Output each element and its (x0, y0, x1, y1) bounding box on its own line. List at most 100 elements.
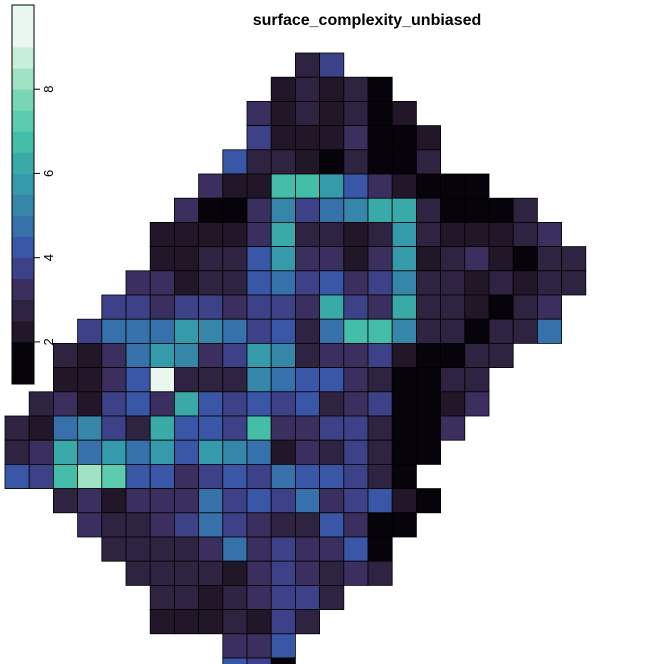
heatmap-cell (488, 270, 514, 296)
heatmap-cell (270, 536, 296, 562)
heatmap-cell (198, 318, 224, 344)
heatmap-cell (198, 197, 224, 223)
heatmap-cell (149, 560, 175, 586)
heatmap-cell (367, 367, 393, 393)
heatmap-cell (246, 149, 272, 175)
heatmap-cell (125, 512, 151, 538)
heatmap-cell (294, 173, 320, 199)
heatmap-cell (440, 391, 466, 417)
heatmap-cell (367, 149, 393, 175)
heatmap-cell (222, 149, 248, 175)
heatmap-cell (101, 415, 127, 441)
heatmap-cell (294, 197, 320, 223)
heatmap-cell (198, 585, 224, 611)
heatmap-cell (270, 246, 296, 272)
heatmap-cell (270, 488, 296, 514)
heatmap-cell (415, 488, 441, 514)
heatmap-cell (319, 391, 345, 417)
heatmap-cell (246, 633, 272, 659)
heatmap-cell (270, 560, 296, 586)
heatmap-cell (53, 367, 79, 393)
heatmap-cell (367, 294, 393, 320)
heatmap-cell (101, 463, 127, 489)
heatmap-cell (149, 488, 175, 514)
heatmap-cell (415, 342, 441, 368)
heatmap-cell (343, 125, 369, 151)
heatmap-cell (343, 463, 369, 489)
heatmap-cell (294, 536, 320, 562)
heatmap-cell (319, 173, 345, 199)
heatmap-cell (391, 270, 417, 296)
heatmap-cell (173, 415, 199, 441)
heatmap-cell (173, 318, 199, 344)
heatmap-cell (77, 342, 103, 368)
heatmap-cell (367, 318, 393, 344)
heatmap-cell (246, 463, 272, 489)
legend-swatch (12, 236, 34, 258)
heatmap-cell (415, 270, 441, 296)
heatmap-cell (77, 367, 103, 393)
heatmap-cell (198, 391, 224, 417)
heatmap-cell (343, 512, 369, 538)
heatmap-cell (319, 415, 345, 441)
heatmap-cell (246, 197, 272, 223)
heatmap-cell (294, 149, 320, 175)
legend-swatch (12, 194, 34, 216)
heatmap-cell (53, 463, 79, 489)
heatmap-cell (270, 125, 296, 151)
heatmap-cell (198, 221, 224, 247)
heatmap-cell (440, 342, 466, 368)
legend-swatch (12, 320, 34, 343)
heatmap-cell (343, 149, 369, 175)
heatmap-cell (464, 367, 490, 393)
legend-swatch (12, 173, 34, 195)
heatmap-cell (270, 463, 296, 489)
heatmap-cell (198, 609, 224, 635)
heatmap-cell (246, 318, 272, 344)
heatmap-cell (53, 342, 79, 368)
heatmap-cell (343, 101, 369, 127)
heatmap-cell (173, 609, 199, 635)
heatmap-cell (488, 246, 514, 272)
heatmap-cell (512, 270, 538, 296)
heatmap-cell (222, 585, 248, 611)
heatmap-cell (488, 342, 514, 368)
heatmap-cell (464, 391, 490, 417)
heatmap-cell (294, 52, 320, 78)
heatmap-cell (28, 391, 54, 417)
heatmap-cell (149, 342, 175, 368)
heatmap-cell (512, 246, 538, 272)
heatmap-cell (270, 633, 296, 659)
heatmap-cell (125, 342, 151, 368)
heatmap-cell (415, 415, 441, 441)
heatmap-cell (246, 657, 272, 664)
heatmap-cell (367, 439, 393, 465)
heatmap-cell (367, 415, 393, 441)
heatmap-cell (173, 294, 199, 320)
heatmap-cell (343, 415, 369, 441)
heatmap-cell (246, 173, 272, 199)
color-legend: 2 4 6 8 (11, 4, 56, 385)
heatmap-cell (28, 439, 54, 465)
heatmap-cell (294, 221, 320, 247)
heatmap-cell (270, 585, 296, 611)
heatmap-cell (246, 488, 272, 514)
legend-tick-label: 2 (41, 338, 56, 345)
heatmap-cell (222, 270, 248, 296)
heatmap-cell (391, 246, 417, 272)
heatmap-cell (77, 318, 103, 344)
heatmap-cell (222, 246, 248, 272)
heatmap-cell (488, 294, 514, 320)
heatmap-cell (464, 270, 490, 296)
heatmap-cell (319, 125, 345, 151)
heatmap-cell (415, 318, 441, 344)
heatmap-cell (464, 173, 490, 199)
heatmap-cell (149, 318, 175, 344)
heatmap-cell (415, 294, 441, 320)
heatmap-cells (4, 52, 587, 664)
heatmap-cell (343, 221, 369, 247)
heatmap-cell (246, 609, 272, 635)
heatmap-cell (440, 246, 466, 272)
heatmap-cell (125, 318, 151, 344)
heatmap-cell (101, 536, 127, 562)
